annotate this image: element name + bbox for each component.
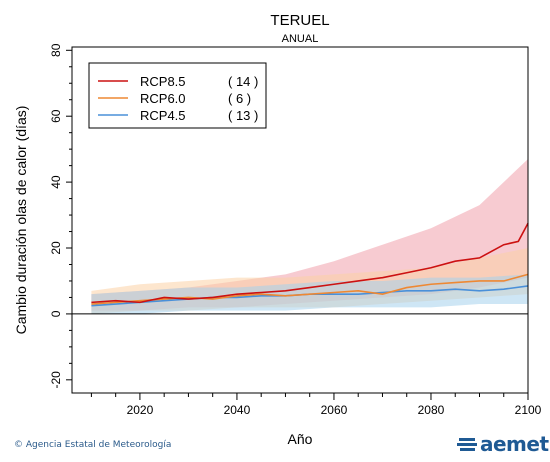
aemet-logo-icon [457,438,477,451]
legend-label: RCP8.5 [140,74,186,89]
legend-box [88,62,267,129]
y-axis-label: Cambio duración olas de calor (días) [13,106,29,335]
y-tick-label: -20 [49,371,63,389]
line-rcp60 [91,273,529,305]
plot-frame [71,46,529,394]
legend-count: ( 13 ) [228,108,258,123]
legend-count: ( 14 ) [228,74,258,89]
x-tick-label: 2080 [418,403,445,417]
x-tick-label: 2100 [515,403,542,417]
legend: RCP8.5 ( 14 ) RCP6.0 ( 6 ) RCP4.5 ( 13 ) [88,62,267,129]
aemet-logo-text: aemet [480,432,549,456]
x-tick-label: 2020 [127,403,154,417]
uncertainty-bands [91,159,528,314]
series-lines [91,222,529,307]
y-tick-label: 40 [49,175,63,189]
x-axis: 2020 2040 2060 2080 2100 [90,393,542,417]
x-tick-label: 2060 [321,403,348,417]
y-tick-label: 60 [49,109,63,123]
y-tick-label: 0 [49,310,63,317]
chart-subtitle: ANUAL [282,33,319,45]
x-axis-label: Año [288,431,313,447]
x-tick-label: 2040 [224,403,251,417]
legend-label: RCP6.0 [140,91,186,106]
chart-title: TERUEL [270,12,329,29]
legend-label: RCP4.5 [140,108,186,123]
aemet-logo: aemet [456,432,549,458]
y-tick-label: 80 [49,43,63,57]
y-tick-label: 20 [49,241,63,255]
agency-credit: © Agencia Estatal de Meteorología [14,440,172,450]
line-rcp85 [91,222,529,304]
legend-count: ( 6 ) [228,91,251,106]
y-axis: -20 0 20 40 60 80 [49,43,72,388]
